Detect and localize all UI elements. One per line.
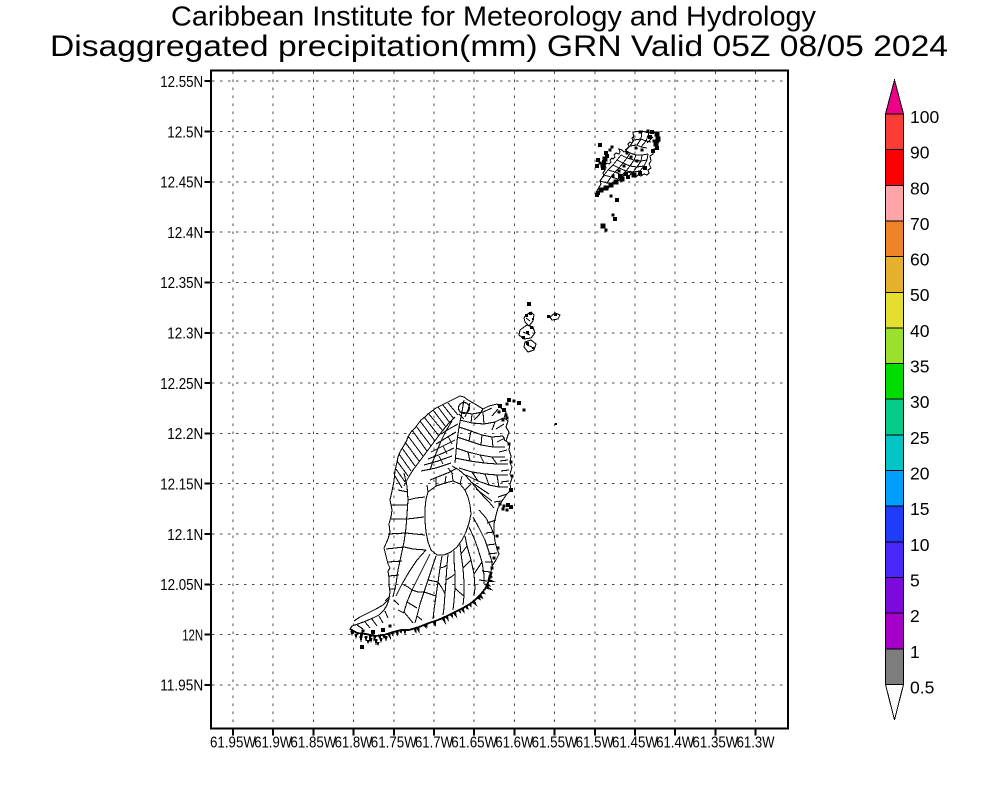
svg-text:12.25N: 12.25N bbox=[160, 376, 203, 393]
svg-text:61.3W: 61.3W bbox=[737, 735, 776, 752]
svg-text:12.15N: 12.15N bbox=[160, 477, 203, 494]
svg-text:1: 1 bbox=[910, 642, 920, 662]
svg-text:61.5W: 61.5W bbox=[576, 735, 615, 752]
svg-text:50: 50 bbox=[910, 285, 930, 305]
svg-text:Disaggregated precipitation(mm: Disaggregated precipitation(mm) GRN Vali… bbox=[50, 30, 948, 63]
svg-text:100: 100 bbox=[910, 107, 939, 127]
svg-text:25: 25 bbox=[910, 428, 929, 448]
svg-text:61.55W: 61.55W bbox=[532, 735, 579, 752]
svg-text:61.7W: 61.7W bbox=[415, 735, 454, 752]
svg-text:61.95W: 61.95W bbox=[210, 735, 257, 752]
svg-text:11.95N: 11.95N bbox=[160, 678, 203, 695]
svg-text:60: 60 bbox=[910, 250, 930, 270]
svg-text:35: 35 bbox=[910, 357, 929, 377]
svg-text:61.6W: 61.6W bbox=[495, 735, 534, 752]
svg-text:12.4N: 12.4N bbox=[167, 225, 203, 242]
svg-text:61.85W: 61.85W bbox=[290, 735, 337, 752]
svg-text:12.35N: 12.35N bbox=[160, 275, 203, 292]
svg-text:30: 30 bbox=[910, 392, 930, 412]
svg-text:2: 2 bbox=[910, 606, 920, 626]
svg-text:12.45N: 12.45N bbox=[160, 175, 203, 192]
svg-text:12.1N: 12.1N bbox=[167, 527, 203, 544]
svg-text:61.4W: 61.4W bbox=[656, 735, 695, 752]
svg-text:0.5: 0.5 bbox=[910, 677, 934, 697]
svg-text:15: 15 bbox=[910, 499, 929, 519]
svg-text:20: 20 bbox=[910, 464, 930, 484]
svg-text:40: 40 bbox=[910, 321, 930, 341]
svg-text:12N: 12N bbox=[182, 627, 203, 644]
svg-text:12.55N: 12.55N bbox=[160, 74, 203, 91]
svg-text:12.2N: 12.2N bbox=[167, 426, 203, 443]
svg-text:12.5N: 12.5N bbox=[167, 124, 203, 141]
svg-text:61.65W: 61.65W bbox=[451, 735, 498, 752]
svg-text:80: 80 bbox=[910, 178, 930, 198]
svg-text:70: 70 bbox=[910, 214, 930, 234]
svg-text:90: 90 bbox=[910, 143, 930, 163]
svg-text:61.8W: 61.8W bbox=[335, 735, 374, 752]
svg-text:12.05N: 12.05N bbox=[160, 577, 203, 594]
svg-text:61.75W: 61.75W bbox=[371, 735, 418, 752]
svg-text:12.3N: 12.3N bbox=[167, 326, 203, 343]
svg-text:61.9W: 61.9W bbox=[254, 735, 293, 752]
svg-text:61.35W: 61.35W bbox=[692, 735, 739, 752]
svg-text:5: 5 bbox=[910, 571, 920, 591]
svg-text:61.45W: 61.45W bbox=[612, 735, 659, 752]
svg-text:10: 10 bbox=[910, 535, 930, 555]
svg-text:Caribbean Institute for Meteor: Caribbean Institute for Meteorology and … bbox=[171, 1, 816, 32]
